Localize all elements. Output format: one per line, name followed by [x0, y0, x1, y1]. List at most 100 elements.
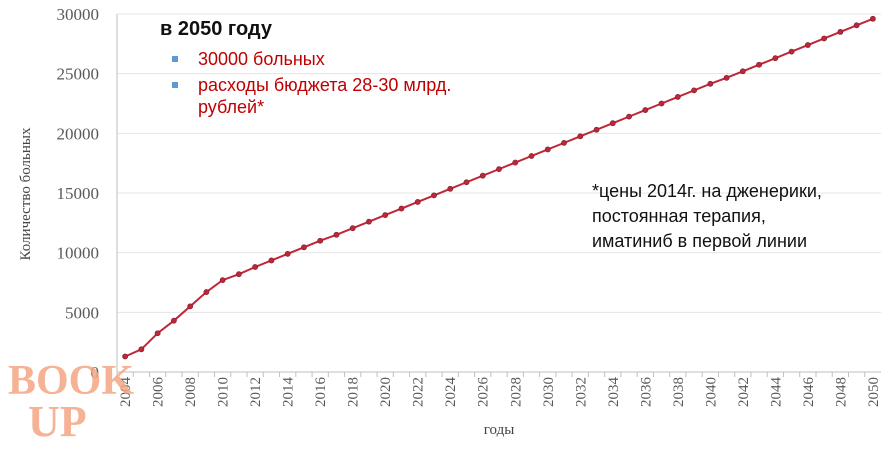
annotation-bullets: 30000 больных расходы бюджета 28-30 млрд… [172, 48, 458, 122]
footnote-line: иматиниб в первой линии [592, 231, 808, 251]
data-point [398, 205, 405, 212]
data-point [219, 277, 226, 284]
x-tick-label: 2032 [573, 377, 589, 407]
x-tick-label: 2018 [346, 377, 362, 407]
data-point [723, 74, 730, 81]
data-point [414, 199, 421, 205]
data-point [382, 212, 389, 218]
x-tick-label: 2044 [768, 377, 784, 408]
data-point [317, 237, 324, 244]
data-point [122, 353, 129, 360]
data-point [756, 61, 762, 68]
y-tick-label: 0 [91, 363, 100, 382]
data-point [154, 330, 161, 337]
data-point [268, 257, 275, 264]
square-bullet-icon [172, 56, 178, 62]
grid-lines [117, 13, 881, 313]
data-point [252, 264, 259, 270]
x-tick-label: 2022 [411, 377, 427, 407]
data-point [463, 179, 470, 186]
bullet-text: 30000 больных [198, 49, 325, 69]
y-tick-label: 20000 [57, 124, 100, 143]
bullet-item: расходы бюджета 28-30 млрд. рублей* [172, 74, 458, 118]
y-tick-label: 5000 [65, 303, 99, 322]
data-point [609, 120, 616, 127]
tick-labels: 0 5000 10000 15000 20000 25000 30000 2004 2006 20… [57, 5, 882, 407]
y-tick-label: 25000 [57, 65, 100, 84]
y-axis-label: Количество больных [18, 127, 34, 260]
data-point [642, 107, 649, 113]
watermark-text-bottom: UP [28, 397, 87, 442]
data-point [284, 250, 291, 257]
x-tick-label: 2050 [866, 377, 882, 407]
data-point [821, 35, 828, 42]
x-tick-label: 2026 [476, 377, 492, 408]
series [122, 15, 876, 360]
x-tick-label: 2042 [736, 377, 752, 407]
data-point [301, 244, 307, 251]
watermark-logo: BOOK UP [8, 352, 158, 446]
x-tick-label: 2016 [313, 377, 329, 408]
data-point [626, 113, 632, 120]
data-point [512, 159, 519, 166]
footnote-line: *цены 2014г. на дженерики, [592, 181, 822, 201]
y-tick-label: 30000 [57, 5, 100, 24]
data-point [772, 55, 779, 62]
x-tick-label: 2048 [833, 377, 849, 407]
data-point [236, 271, 242, 278]
bullet-item: 30000 больных [172, 48, 458, 70]
x-tick-label: 2038 [671, 377, 687, 407]
data-point [528, 153, 535, 159]
data-point [739, 68, 746, 75]
x-tick-label: 2004 [118, 377, 134, 408]
x-tick-label: 2028 [508, 377, 524, 407]
data-point [837, 28, 844, 35]
x-tick-label: 2040 [703, 377, 719, 407]
data-point [496, 166, 502, 173]
data-point [593, 126, 600, 133]
data-point [788, 48, 795, 55]
x-axis-label: годы [484, 422, 515, 438]
x-tick-label: 2046 [801, 377, 817, 408]
data-point [366, 218, 372, 225]
data-point [561, 139, 567, 146]
x-tick-label: 2030 [541, 377, 557, 407]
x-tick-label: 2024 [443, 377, 459, 408]
square-bullet-icon [172, 82, 178, 88]
annotation-title: в 2050 году [160, 18, 272, 40]
footnote: *цены 2014г. на дженерики, постоянная те… [592, 179, 882, 254]
footnote-line: постоянная терапия, [592, 206, 766, 226]
y-tick-label: 10000 [57, 244, 100, 263]
data-point [447, 185, 454, 192]
data-point [674, 94, 681, 100]
data-point [691, 87, 697, 94]
x-tick-label: 2010 [216, 377, 232, 407]
data-point [187, 303, 194, 310]
data-point [804, 42, 811, 48]
x-tick-label: 2006 [151, 377, 167, 408]
data-point [577, 133, 584, 140]
x-tick-label: 2034 [606, 377, 622, 408]
watermark-text-top: BOOK [8, 358, 134, 404]
data-point [349, 225, 356, 232]
data-point [170, 317, 177, 324]
x-tick-label: 2012 [248, 377, 264, 407]
data-point [333, 231, 340, 238]
data-point [544, 146, 551, 153]
bullet-text: расходы бюджета 28-30 млрд. рублей* [198, 75, 452, 117]
x-tick-label: 2020 [378, 377, 394, 407]
y-tick-label: 15000 [57, 184, 100, 203]
data-point [203, 289, 210, 295]
data-point [479, 172, 486, 179]
x-tick-label: 2008 [183, 377, 199, 407]
data-point [138, 346, 145, 353]
data-point [707, 80, 714, 87]
data-point [431, 192, 437, 199]
data-point [658, 100, 665, 107]
data-point [853, 22, 860, 29]
x-tick-label: 2036 [638, 377, 654, 408]
x-tick-label: 2014 [281, 377, 297, 408]
axes [116, 14, 881, 377]
